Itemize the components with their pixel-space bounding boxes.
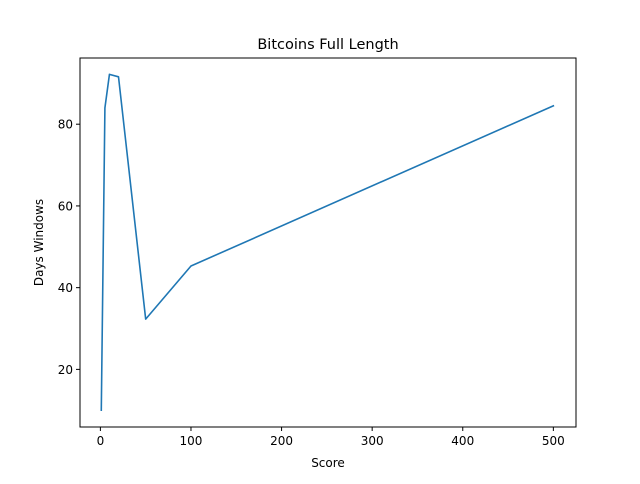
x-axis-ticks: 0 100 200 300 400 500 xyxy=(97,427,565,448)
y-axis-ticks: 20 40 60 80 xyxy=(58,118,80,377)
y-axis-label: Days Windows xyxy=(32,199,46,286)
plot-frame xyxy=(79,57,577,428)
x-tick-label: 300 xyxy=(361,434,384,448)
chart-title: Bitcoins Full Length xyxy=(257,37,398,53)
series-line xyxy=(100,73,555,412)
x-tick-label: 0 xyxy=(97,434,105,448)
series-layer xyxy=(100,73,555,412)
x-tick-label: 400 xyxy=(451,434,474,448)
x-tick-label: 500 xyxy=(542,434,565,448)
x-axis-label: Score xyxy=(311,456,345,470)
y-tick-label: 80 xyxy=(58,118,73,132)
x-tick-label: 100 xyxy=(180,434,203,448)
y-tick-label: 60 xyxy=(58,199,73,213)
y-tick-label: 20 xyxy=(58,363,73,377)
x-tick-label: 200 xyxy=(270,434,293,448)
y-tick-label: 40 xyxy=(58,281,73,295)
plot-area xyxy=(80,58,576,427)
